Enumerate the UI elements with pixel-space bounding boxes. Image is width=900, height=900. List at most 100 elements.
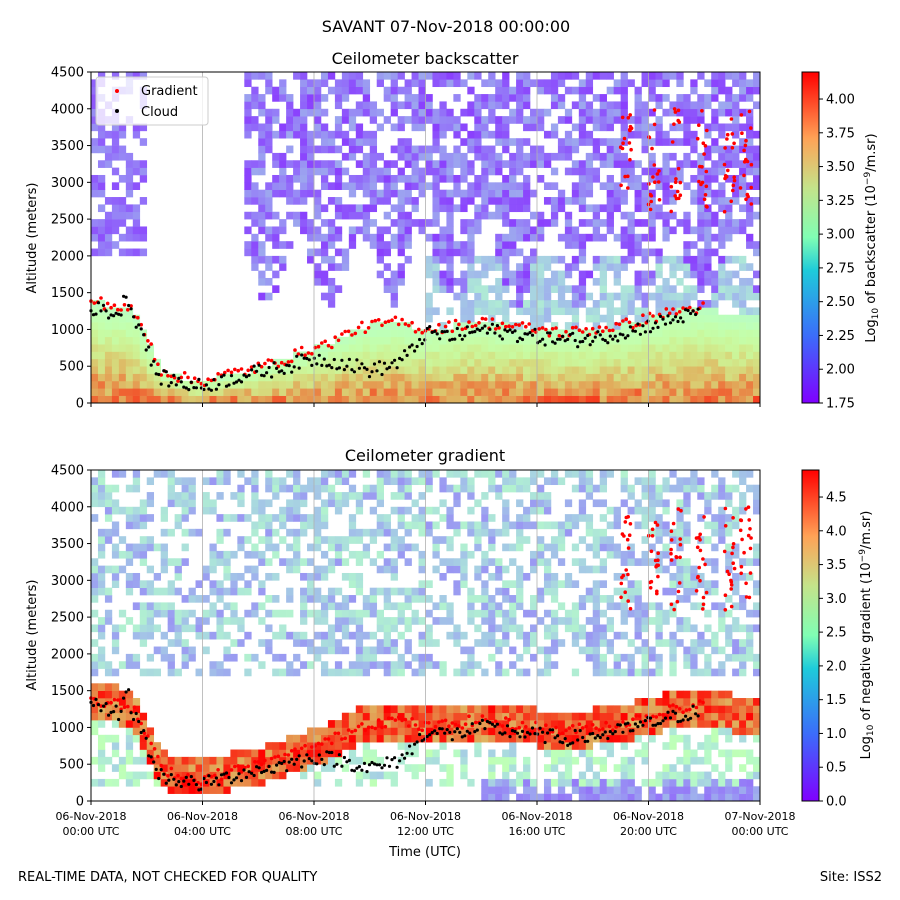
heatmap-cell <box>669 329 677 338</box>
heatmap-cell <box>97 388 106 396</box>
gradient-point <box>544 327 548 332</box>
heatmap-cell <box>753 86 761 95</box>
heatmap-cell <box>599 565 607 574</box>
heatmap-cell <box>509 756 517 765</box>
heatmap-cell <box>564 499 573 508</box>
heatmap-cell <box>655 72 663 80</box>
cloud-point <box>255 369 259 373</box>
heatmap-cell <box>411 521 419 530</box>
heatmap-cell <box>334 145 343 154</box>
heatmap-cell <box>167 624 175 633</box>
heatmap-cell <box>557 79 566 88</box>
heatmap-cell <box>125 226 134 235</box>
heatmap-cell <box>453 587 461 596</box>
heatmap-cell <box>648 138 656 146</box>
heatmap-cell <box>585 380 594 389</box>
heatmap-cell <box>516 145 524 154</box>
heatmap-cell <box>111 336 120 345</box>
heatmap-cell <box>662 373 670 382</box>
gradient-point <box>678 193 683 197</box>
heatmap-cell <box>571 160 580 168</box>
heatmap-cell <box>481 514 489 522</box>
gradient-point <box>732 141 736 146</box>
heatmap-cell <box>578 602 587 611</box>
heatmap-cell <box>676 255 684 264</box>
heatmap-cell <box>739 189 747 198</box>
cloud-point <box>553 341 557 345</box>
heatmap-cell <box>397 241 405 249</box>
heatmap-cell <box>404 329 412 338</box>
heatmap-cell <box>272 749 280 758</box>
heatmap-cell <box>279 506 287 515</box>
heatmap-cell <box>739 351 747 360</box>
heatmap-cell <box>564 373 573 382</box>
heatmap-cell <box>125 72 134 80</box>
heatmap-cell <box>258 72 266 80</box>
cloud-point <box>551 340 555 344</box>
heatmap-cell <box>613 182 621 190</box>
heatmap-cell <box>404 558 412 566</box>
gradient-point <box>747 109 752 114</box>
heatmap-cell <box>91 226 99 235</box>
heatmap-cell <box>495 292 503 301</box>
heatmap-cell <box>571 366 580 374</box>
heatmap-cell <box>139 351 148 360</box>
heatmap-cell <box>307 749 315 758</box>
heatmap-cell <box>481 167 489 176</box>
heatmap-cell <box>293 536 301 544</box>
heatmap-cell <box>592 624 601 633</box>
heatmap-cell <box>523 307 531 316</box>
heatmap-cell <box>432 285 440 293</box>
heatmap-cell <box>606 174 614 183</box>
heatmap-cell <box>620 727 628 736</box>
heatmap-cell <box>578 197 587 205</box>
heatmap-cell <box>334 174 343 183</box>
heatmap-cell <box>397 197 405 205</box>
heatmap-cell <box>404 521 412 530</box>
heatmap-cell <box>481 79 489 88</box>
heatmap-cell <box>369 661 378 669</box>
heatmap-cell <box>592 366 601 374</box>
heatmap-cell <box>662 307 670 316</box>
heatmap-cell <box>139 72 148 80</box>
heatmap-cell <box>425 712 433 721</box>
heatmap-cell <box>488 336 496 345</box>
heatmap-cell <box>690 395 698 404</box>
heatmap-cell <box>425 292 433 301</box>
heatmap-cell <box>557 602 566 611</box>
heatmap-cell <box>174 477 182 486</box>
heatmap-cell <box>307 595 315 603</box>
heatmap-cell <box>711 167 719 176</box>
heatmap-cell <box>355 351 364 360</box>
heatmap-cell <box>181 617 189 625</box>
heatmap-cell <box>481 720 489 728</box>
heatmap-cell <box>362 94 371 102</box>
heatmap-cell <box>125 506 134 515</box>
heatmap-cell <box>97 565 106 574</box>
heatmap-cell <box>711 358 719 367</box>
legend-marker-gradient <box>115 89 119 93</box>
heatmap-cell <box>495 300 503 308</box>
heatmap-cell <box>599 204 607 213</box>
cloud-point <box>671 318 675 322</box>
heatmap-cell <box>153 380 161 389</box>
heatmap-cell <box>251 263 259 271</box>
cloud-point <box>586 333 590 338</box>
heatmap-cell <box>153 543 161 552</box>
heatmap-cell <box>383 661 391 669</box>
heatmap-cell <box>118 712 127 721</box>
heatmap-cell <box>453 521 461 530</box>
heatmap-cell <box>467 86 475 95</box>
cloud-point <box>214 387 218 391</box>
heatmap-cell <box>376 174 384 183</box>
heatmap-cell <box>223 470 231 478</box>
heatmap-cell <box>537 506 545 515</box>
heatmap-cell <box>383 263 391 271</box>
cloud-point <box>322 357 326 361</box>
heatmap-cell <box>111 226 120 235</box>
heatmap-cell <box>543 543 552 552</box>
heatmap-cell <box>334 94 343 102</box>
heatmap-cell <box>523 79 531 88</box>
heatmap-cell <box>272 160 280 168</box>
heatmap-cell <box>432 233 440 242</box>
